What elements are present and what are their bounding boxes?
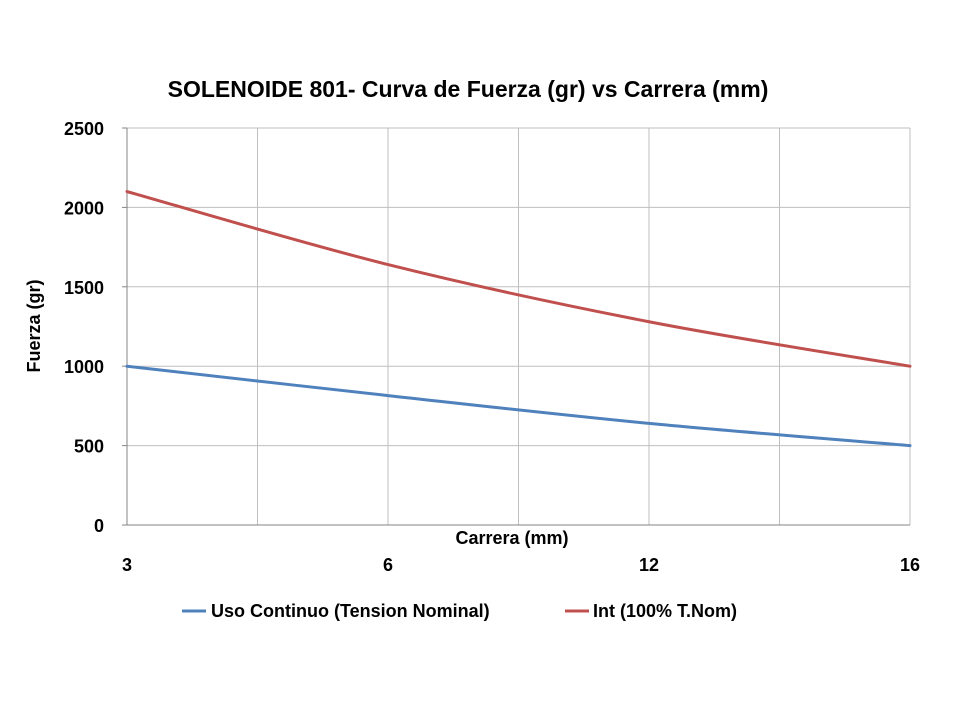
y-tick-label: 2500 bbox=[64, 119, 104, 139]
legend: Uso Continuo (Tension Nominal) Int (100% … bbox=[182, 601, 737, 621]
y-tick-label: 500 bbox=[74, 437, 104, 457]
y-tick-label: 0 bbox=[94, 516, 104, 536]
y-axis-title: Fuerza (gr) bbox=[24, 279, 44, 372]
series-line-1 bbox=[125, 364, 912, 448]
y-tick-label: 1500 bbox=[64, 278, 104, 298]
x-axis-title: Carrera (mm) bbox=[455, 528, 568, 548]
legend-label: Uso Continuo (Tension Nominal) bbox=[211, 601, 490, 621]
y-tick-label: 1000 bbox=[64, 357, 104, 377]
chart-title: SOLENOIDE 801- Curva de Fuerza (gr) vs C… bbox=[168, 76, 769, 102]
x-tick-label: 6 bbox=[383, 555, 393, 575]
x-tick-label: 16 bbox=[900, 555, 920, 575]
gridlines bbox=[127, 127, 911, 525]
x-tick-label: 3 bbox=[122, 555, 132, 575]
axes bbox=[122, 127, 910, 526]
series-line-2 bbox=[125, 190, 912, 368]
tick-labels: 0 500 1000 1500 2000 2500 3 6 12 16 bbox=[64, 119, 920, 575]
x-tick-label: 12 bbox=[639, 555, 659, 575]
y-tick-label: 2000 bbox=[64, 198, 104, 218]
series-lines bbox=[125, 190, 912, 448]
legend-label: Int (100% T.Nom) bbox=[593, 601, 737, 621]
